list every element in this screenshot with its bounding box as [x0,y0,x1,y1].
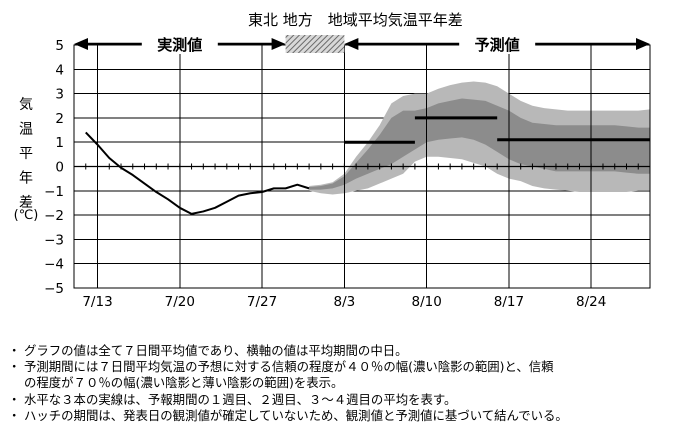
arrow-head-right [636,38,650,50]
x-tick-label: 8/24 [576,294,606,310]
y-tick-label: −1 [44,184,64,200]
bullet: ・ [8,343,21,358]
observed-series-line [85,131,310,215]
y-tick-label: 1 [55,135,64,151]
note-text: ハッチの期間は、発表日の観測値が確定していないため、観測値と予測値に基づいて結ん… [24,407,568,423]
bullet: ・ [8,407,21,423]
plot-area: 5 4 3 2 1 0 −1 −2 −3 −4 −5 7/13 7/20 7/27 8/3 8/10 8/17 8… [44,34,651,310]
y-axis-label: 気温平年差(℃) [14,97,39,223]
x-tick-label: 8/10 [411,294,441,310]
bullet: ・ [8,391,21,407]
y-tick-label: −5 [44,281,64,297]
note-1: ・グラフの値は全て７日間平均値であり、横軸の値は平均期間の中日。 [8,343,698,359]
x-tick-label: 7/27 [247,294,277,310]
x-tick-label: 8/3 [334,294,356,310]
forecast-period-label: 予測値 [475,36,520,54]
forecast-label-box [459,34,536,54]
y-tick-label: −4 [44,257,64,273]
y-axis-label-char: 温 [19,122,33,138]
bullet: ・ [8,359,21,375]
y-tick-label: 2 [55,111,64,127]
arrow-head-left [74,38,88,50]
note-3: ・水平な３本の実線は、予報期間の１週目、２週目、３～４週目の平均を表す。 [8,392,698,408]
arrow-head-left [344,38,359,50]
note-2: ・予測期間には７日間平均気温の予想に対する信頼の程度が４０％の幅(濃い陰影の範囲… [8,359,698,391]
chart-notes: ・グラフの値は全て７日間平均値であり、横軸の値は平均期間の中日。 ・予測期間には… [8,343,698,424]
x-tick-label: 7/13 [82,294,112,310]
note-text: 予測期間には７日間平均気温の予想に対する信頼の程度が４０％の幅(濃い陰影の範囲)… [24,359,554,375]
x-tick-label: 8/17 [494,294,524,310]
note-text: グラフの値は全て７日間平均値であり、横軸の値は平均期間の中日。 [24,343,408,358]
hatch-period [285,35,345,53]
y-axis-unit: (℃) [14,208,39,223]
y-tick-label: 5 [55,38,64,54]
x-tick-label: 7/20 [165,294,195,310]
note-4: ・ハッチの期間は、発表日の観測値が確定していないため、観測値と予測値に基づいて結… [8,408,698,424]
y-tick-label: 4 [55,62,64,78]
observed-label-box [141,34,218,54]
y-tick-label: −2 [44,208,64,224]
y-axis-label-char: 差 [19,195,33,211]
y-axis-label-char: 年 [19,171,33,187]
temperature-anomaly-chart: 東北 地方 地域平均気温平年差 気温平年差(℃) 5 4 3 2 1 0 −1 −2 −3 −4 −… [14,11,651,310]
note-text-continued: の程度が７０％の幅(濃い陰影と薄い陰影の範囲)を表示。 [24,375,344,391]
y-axis-label-char: 気 [19,97,33,113]
y-tick-label: −3 [44,232,64,248]
arrow-head-right [271,38,286,50]
y-tick-label: 3 [55,87,64,103]
y-tick-label: 0 [55,160,64,176]
y-axis-label-char: 平 [19,146,33,162]
note-text: 水平な３本の実線は、予報期間の１週目、２週目、３～４週目の平均を表す。 [24,391,457,407]
observed-period-label: 実測値 [157,36,202,54]
chart-title: 東北 地方 地域平均気温平年差 [248,11,463,29]
